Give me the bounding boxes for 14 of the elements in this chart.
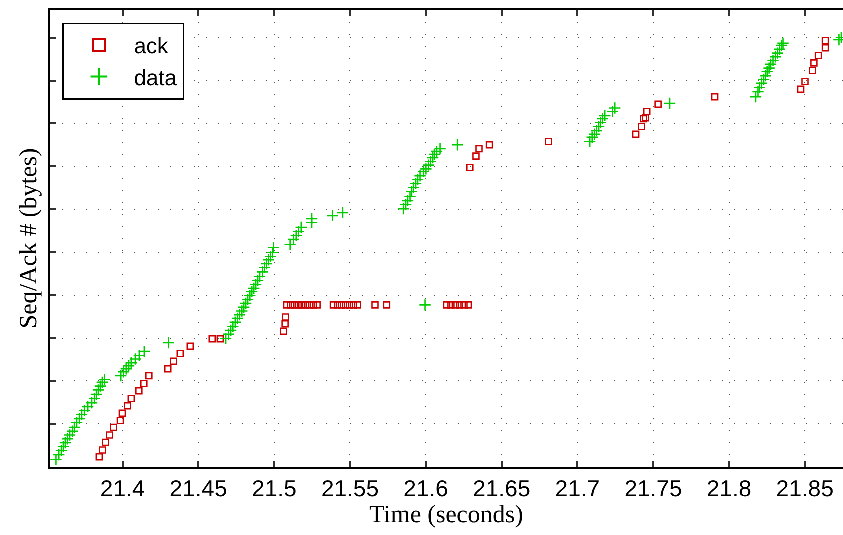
x-tick-label: 21.65	[473, 476, 531, 502]
x-tick-label: 21.7	[555, 476, 600, 502]
x-axis-title: Time (seconds)	[370, 502, 524, 529]
x-tick-label: 21.75	[624, 476, 682, 502]
legend-label: ack	[134, 34, 170, 59]
x-tick-label: 21.5	[252, 476, 297, 502]
x-tick-label: 21.55	[321, 476, 379, 502]
x-tick-label: 21.45	[170, 476, 228, 502]
x-tick-label: 21.6	[404, 476, 448, 502]
x-tick-label: 21.8	[706, 476, 752, 502]
y-axis-title: Seq/Ack # (bytes)	[15, 148, 42, 329]
x-tick-label: 21.4	[100, 476, 146, 502]
legend-label: data	[134, 65, 178, 90]
x-tick-label: 21.85	[776, 476, 834, 502]
